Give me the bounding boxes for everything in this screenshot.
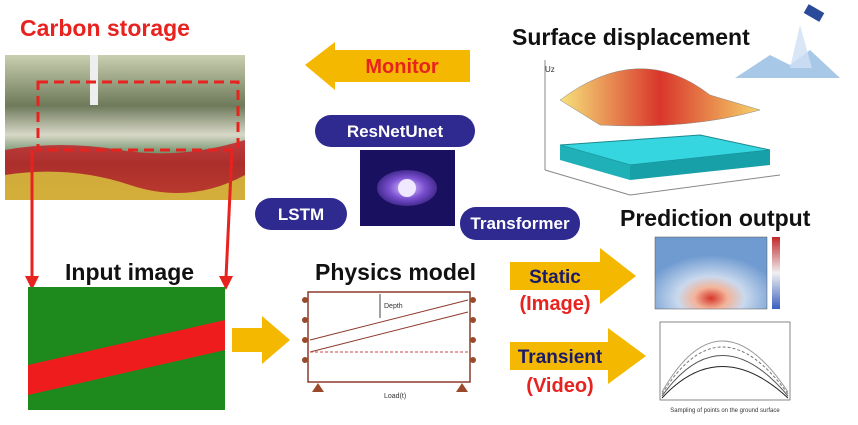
transient-arrow	[510, 328, 646, 384]
carbon-title: Carbon storage	[20, 15, 190, 41]
physics-title: Physics model	[315, 259, 476, 285]
input-title: Input image	[65, 259, 194, 285]
lstm-pill	[255, 198, 347, 230]
roi-box	[36, 80, 240, 152]
depth-label: Depth	[384, 303, 403, 310]
arrowhead	[25, 276, 39, 290]
layer-line	[309, 299, 469, 341]
transient-label: Transient	[518, 347, 603, 368]
layer-line	[309, 311, 469, 353]
displacement-plot: Uz	[544, 60, 781, 196]
resnetunet-pill	[315, 115, 475, 147]
transient-sub: (Video)	[526, 375, 593, 397]
transformer-pill	[460, 207, 580, 240]
supports	[302, 297, 476, 392]
line-plot: Sampling of points on the ground surface	[659, 321, 791, 414]
monitor-label: Monitor	[365, 56, 439, 78]
layer	[5, 171, 245, 200]
arrow	[232, 316, 290, 364]
monitor-arrow	[305, 42, 470, 90]
load-label: Load(t)	[384, 393, 406, 400]
heatmap	[654, 236, 768, 310]
transformer-label: Transformer	[470, 214, 570, 233]
prediction-title: Prediction output	[620, 205, 811, 231]
physics-box	[307, 291, 471, 383]
well	[90, 55, 98, 105]
ai-pupil	[398, 179, 416, 197]
input-band	[28, 320, 225, 395]
arrow	[224, 149, 234, 279]
static-label: Static	[529, 267, 581, 288]
surface-title: Surface displacement	[512, 24, 750, 50]
uz-label: Uz	[545, 65, 555, 74]
arrowhead	[219, 276, 233, 290]
lstm-label: LSTM	[278, 205, 324, 224]
x-axis-label: Sampling of points on the ground surface	[670, 408, 780, 414]
satellite-icon	[735, 4, 840, 78]
resnetunet-label: ResNetUnet	[347, 122, 444, 141]
colorbar	[772, 237, 780, 309]
static-arrow	[510, 248, 636, 304]
static-sub: (Image)	[519, 293, 590, 315]
